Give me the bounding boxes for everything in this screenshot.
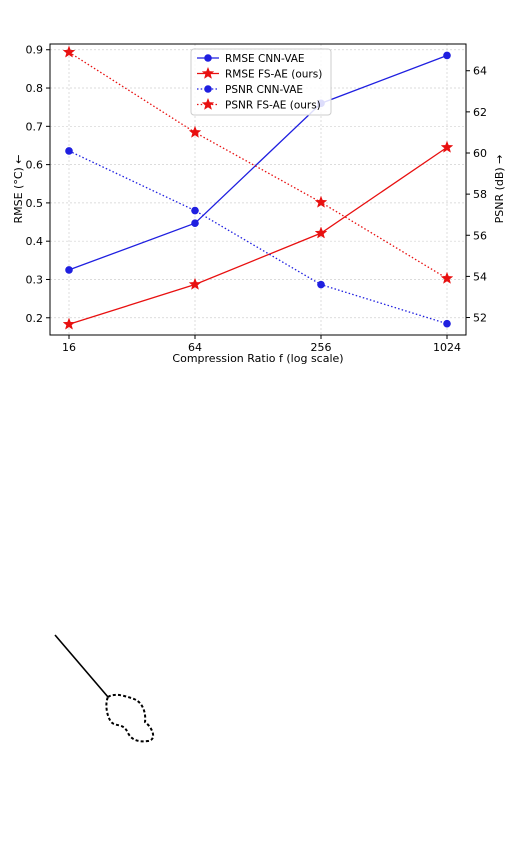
- data-point-rmse-fs-ae-ours: [62, 317, 76, 330]
- y-right-tick-label: 54: [473, 270, 487, 283]
- data-point-rmse-fs-ae-ours: [440, 140, 454, 153]
- y-axis-right-label: PSNR (dB) →: [493, 155, 506, 224]
- legend-label-rmse-cnn-vae: RMSE CNN-VAE: [225, 53, 305, 65]
- y-axis-left-label: RMSE (°C) ←: [12, 154, 25, 223]
- data-point-psnr-fs-ae-ours: [440, 271, 454, 284]
- series-line-psnr-fs-ae-ours: [68, 51, 448, 280]
- y-left-tick-label: 0.9: [26, 44, 44, 57]
- y-right-tick-label: 60: [473, 147, 487, 160]
- axes: 16 64 256 1024 0.2 0.3 0.4 0.5 0.6 0.7 0.8 0.9 52 54 5…: [26, 44, 488, 354]
- pointer-line: [54, 634, 109, 698]
- x-axis-label: Compression Ratio f (log scale): [172, 352, 343, 365]
- legend-marker-psnr-fs-ae-ours: [201, 97, 215, 110]
- data-point-rmse-fs-ae-ours: [188, 277, 202, 290]
- y-left-tick-label: 0.8: [26, 82, 44, 95]
- data-point-psnr-fs-ae-ours: [188, 125, 202, 138]
- legend-label-psnr-cnn-vae: PSNR CNN-VAE: [225, 84, 303, 96]
- data-point-rmse-cnn-vae: [191, 219, 199, 227]
- data-point-rmse-cnn-vae: [65, 266, 73, 274]
- data-point-psnr-cnn-vae: [191, 206, 199, 215]
- legend-marker-psnr-cnn-vae: [204, 85, 212, 93]
- y-right-tick-label: 64: [473, 65, 487, 78]
- data-point-psnr-fs-ae-ours: [62, 45, 76, 58]
- series-line-rmse-cnn-vae: [68, 54, 448, 271]
- series-line-rmse-fs-ae-ours: [68, 146, 448, 325]
- y-left-tick-label: 0.6: [26, 159, 44, 172]
- x-tick-label: 16: [62, 341, 76, 354]
- x-tick-label: 1024: [433, 341, 461, 354]
- data-point-psnr-cnn-vae: [65, 147, 73, 155]
- data-point-psnr-fs-ae-ours: [314, 195, 328, 208]
- data-point-rmse-cnn-vae: [443, 51, 451, 60]
- plot-frame: [49, 43, 467, 336]
- y-right-tick-label: 52: [473, 312, 487, 325]
- legend-marker-rmse-cnn-vae: [204, 54, 212, 62]
- y-left-tick-label: 0.2: [26, 312, 44, 325]
- legend-marker-rmse-fs-ae-ours: [201, 66, 215, 79]
- annotation-cloud-icon: [54, 634, 155, 743]
- x-tick-label: 64: [188, 341, 202, 354]
- y-right-tick-label: 58: [473, 188, 487, 201]
- legend-label-psnr-fs-ae-ours: PSNR FS-AE (ours): [225, 100, 321, 112]
- y-right-tick-label: 56: [473, 229, 487, 242]
- x-tick-label: 256: [311, 341, 332, 354]
- y-right-tick-label: 62: [473, 106, 487, 119]
- y-left-tick-label: 0.7: [26, 120, 44, 133]
- y-left-tick-label: 0.4: [26, 235, 44, 248]
- data-point-psnr-cnn-vae: [443, 319, 451, 328]
- data-point-psnr-cnn-vae: [317, 280, 325, 289]
- dashed-cloud-shape: [105, 693, 155, 743]
- data-point-rmse-fs-ae-ours: [314, 226, 328, 239]
- y-left-tick-label: 0.3: [26, 273, 44, 286]
- y-left-tick-label: 0.5: [26, 197, 44, 210]
- legend: RMSE CNN-VAE RMSE FS-AE (ours) PSNR CNN-VA…: [190, 48, 332, 116]
- series-line-psnr-cnn-vae: [68, 150, 448, 325]
- grid-lines: [50, 44, 466, 335]
- legend-box: [190, 48, 332, 116]
- legend-label-rmse-fs-ae-ours: RMSE FS-AE (ours): [225, 69, 322, 81]
